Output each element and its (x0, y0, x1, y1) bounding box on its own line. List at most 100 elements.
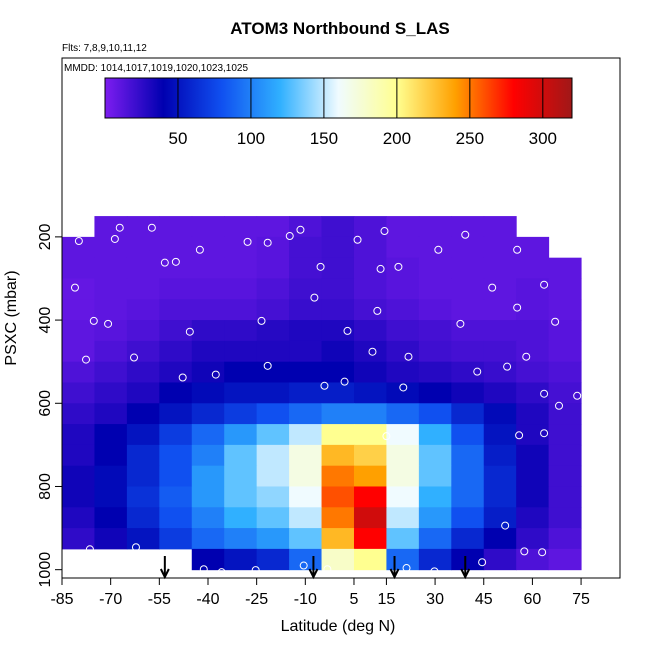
heatmap-cell (94, 361, 128, 383)
flights-note: Flts: 7,8,9,10,11,12 (62, 43, 147, 54)
heatmap-cell (418, 216, 452, 238)
plot-frame (61, 57, 621, 579)
heatmap-cell (94, 299, 128, 321)
heatmap-cell (126, 382, 160, 404)
heatmap-cell (548, 340, 582, 363)
heatmap-cell (386, 361, 420, 383)
heatmap-cell (94, 216, 128, 238)
heatmap-cell (126, 507, 160, 529)
heatmap-cell (548, 278, 582, 300)
data-point (130, 353, 139, 362)
heatmap-cell (191, 257, 225, 279)
data-point (340, 377, 349, 386)
heatmap-cell (126, 486, 160, 508)
heatmap-cell (289, 486, 323, 508)
heatmap-cell (483, 403, 517, 425)
arrow (159, 556, 170, 580)
data-point (85, 545, 94, 554)
heatmap-cell (289, 320, 323, 342)
data-point (513, 303, 522, 312)
heatmap-cell (94, 382, 128, 404)
data-point (171, 257, 180, 266)
heatmap-cell (483, 528, 517, 550)
heatmap-cell (548, 528, 582, 550)
heatmap-cell (353, 382, 387, 404)
y-axis-label: PSXC (mbar) (3, 270, 20, 365)
heatmap-cell (126, 320, 160, 342)
heatmap-cell (451, 403, 485, 425)
data-point (461, 230, 470, 239)
heatmap-cell (191, 507, 225, 529)
heatmap-cell (62, 424, 95, 446)
heatmap-cell (94, 465, 128, 487)
heatmap-cell (321, 320, 355, 342)
heatmap-cell (224, 320, 258, 342)
data-point (522, 352, 531, 361)
heatmap-cell (451, 340, 485, 363)
heatmap-cell (418, 548, 452, 571)
heatmap-cell (451, 528, 485, 550)
heatmap-cell (94, 444, 128, 467)
heatmap-cell (256, 382, 290, 404)
heatmap-cell (94, 257, 128, 279)
heatmap-cell (353, 257, 387, 279)
heatmap-cell (321, 424, 355, 446)
heatmap-cell (321, 528, 355, 550)
heatmap-cell (126, 216, 160, 238)
heatmap-cell (353, 507, 387, 529)
heatmap-cell (483, 257, 517, 279)
data-point (382, 432, 391, 441)
data-point (513, 245, 522, 254)
heatmap-cell (62, 465, 95, 487)
heatmap-cell (451, 299, 485, 321)
heatmap-cell (418, 486, 452, 508)
heatmap-cell (224, 444, 258, 467)
heatmap-cell (191, 340, 225, 363)
arrow (460, 556, 471, 580)
x-tick-label: -55 (148, 591, 171, 608)
heatmap-cell (256, 299, 290, 321)
data-point (110, 234, 119, 243)
heatmap-cell (191, 528, 225, 550)
heatmap-cell (289, 361, 323, 383)
heatmap-cell (451, 236, 485, 259)
heatmap-cell (548, 548, 582, 571)
heatmap-cell (386, 257, 420, 279)
colorbar-tick-label: 300 (529, 129, 557, 148)
heatmap-cell (386, 320, 420, 342)
heatmap-cell (191, 548, 225, 571)
colorbar-tick-label: 50 (169, 129, 188, 148)
heatmap-cell (159, 299, 193, 321)
heatmap-cell (289, 382, 323, 404)
heatmap-cell (451, 548, 485, 571)
y-tick-label: 600 (37, 390, 54, 417)
heatmap-cell (94, 507, 128, 529)
heatmap-cell (94, 528, 128, 550)
heatmap-cell (418, 382, 452, 404)
heatmap-cell (548, 403, 582, 425)
data-point (373, 306, 382, 315)
data-point (147, 223, 156, 232)
heatmap-cell (224, 528, 258, 550)
data-point (74, 237, 83, 246)
heatmap-cell (321, 486, 355, 508)
heatmap-cell (62, 444, 95, 467)
data-point (195, 245, 204, 254)
data-point (376, 264, 385, 273)
data-point (243, 237, 252, 246)
heatmap-cell (191, 278, 225, 300)
heatmap-cell (483, 465, 517, 487)
heatmap-cell (224, 403, 258, 425)
heatmap-cell (126, 403, 160, 425)
heatmap-cell (321, 299, 355, 321)
heatmap-cell (289, 444, 323, 467)
heatmap-cell (516, 361, 550, 383)
x-tick-label: 75 (572, 591, 590, 608)
x-tick-label: -70 (99, 591, 122, 608)
heatmap-cell (289, 257, 323, 279)
heatmap-cell (418, 465, 452, 487)
heatmap-cell (451, 361, 485, 383)
heatmap-cell (321, 216, 355, 238)
heatmap-cell (353, 424, 387, 446)
